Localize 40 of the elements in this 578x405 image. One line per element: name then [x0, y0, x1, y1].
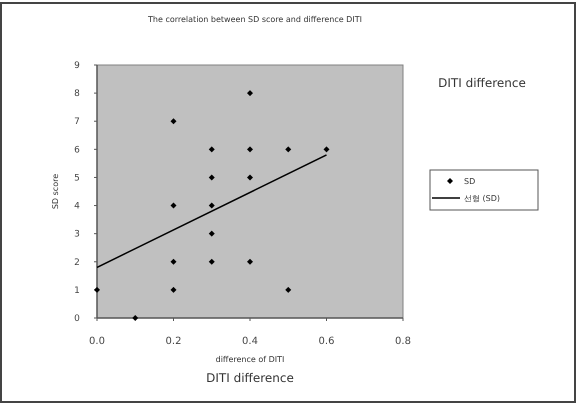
point — [170, 258, 176, 265]
text: DITI difference — [438, 76, 526, 90]
x-tick-label: 0.2 — [166, 336, 182, 347]
point — [247, 90, 253, 96]
x-axis-title: difference of DITI — [216, 355, 284, 364]
x-tick-label: 0.4 — [242, 336, 258, 347]
legend-label: 선형 (SD) — [464, 194, 500, 203]
chart-title: The correlation between SD score and difference DITI — [147, 15, 362, 24]
y-tick-label: 3 — [74, 230, 80, 240]
point — [208, 202, 215, 209]
point — [247, 258, 253, 265]
point — [285, 286, 292, 293]
point — [208, 258, 215, 265]
y-tick-label: 8 — [74, 89, 80, 100]
point — [94, 286, 100, 293]
y-tick-label: 9 — [74, 61, 80, 71]
y-tick-label: 0 — [74, 314, 80, 324]
point — [247, 174, 253, 180]
point — [208, 230, 215, 237]
y-tick-label: 7 — [74, 117, 80, 128]
point — [247, 146, 253, 152]
x-tick-label: 0.8 — [395, 336, 411, 347]
point — [324, 146, 330, 152]
point — [208, 174, 215, 180]
y-tick-label: 5 — [74, 173, 80, 184]
x-tick-label: 0.6 — [318, 336, 334, 347]
y-tick-label: 4 — [74, 202, 80, 212]
legend-label: SD — [464, 177, 476, 186]
x-tick-label: 0.0 — [89, 336, 105, 347]
y-tick-label: 2 — [74, 258, 80, 268]
y-tick-label: 1 — [74, 286, 80, 296]
point — [132, 315, 138, 321]
y-axis-title: SD score — [51, 174, 60, 210]
point — [208, 146, 215, 152]
y-tick-label: 6 — [74, 145, 80, 156]
point — [170, 118, 176, 124]
point — [170, 286, 176, 293]
text: DITI difference — [206, 371, 294, 385]
point — [170, 202, 176, 209]
point — [285, 146, 292, 152]
